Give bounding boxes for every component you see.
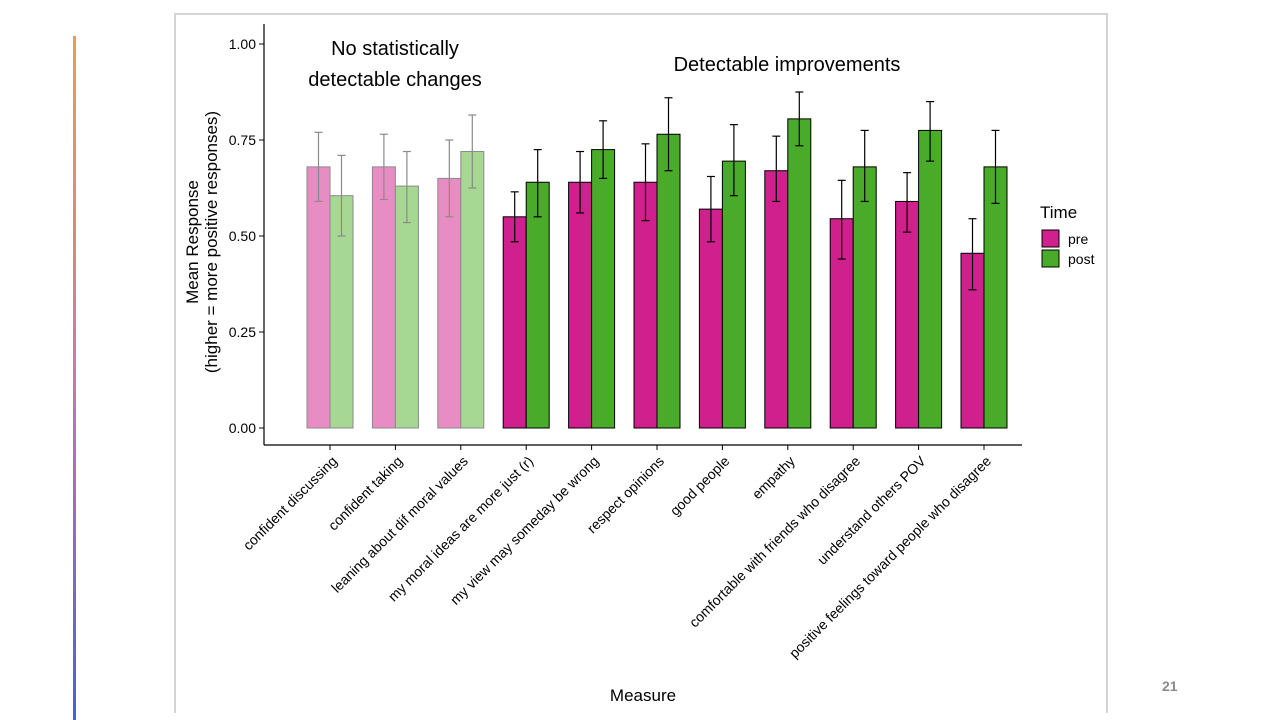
- y-axis-title: Mean Response: [183, 180, 202, 304]
- legend-swatch-post: [1041, 249, 1060, 268]
- legend-title: Time: [1040, 203, 1077, 222]
- y-tick-label: 0.50: [229, 228, 256, 244]
- legend-label-post: post: [1068, 251, 1095, 267]
- accent-line: [73, 36, 76, 720]
- x-tick-label: good people: [667, 453, 733, 519]
- annotation-text: No statistically: [331, 38, 459, 60]
- chart-frame: [174, 13, 1108, 713]
- x-tick-label: leaning about dif moral values: [328, 453, 471, 596]
- bar-post: [591, 149, 616, 429]
- bar-post: [787, 118, 812, 429]
- bar-pre: [764, 170, 789, 429]
- y-tick-label: 0.00: [229, 420, 256, 436]
- bar-pre: [306, 166, 331, 429]
- x-tick-label: empathy: [749, 453, 798, 502]
- bar-post: [983, 166, 1008, 429]
- bar-pre: [568, 181, 593, 429]
- bar-pre: [895, 200, 920, 429]
- bar-post: [460, 151, 485, 429]
- x-tick-label: confident discussing: [240, 453, 340, 553]
- y-tick-label: 0.75: [229, 132, 256, 148]
- bar-post: [656, 133, 681, 429]
- x-tick-label: understand others POV: [814, 452, 929, 567]
- x-axis-title: Measure: [610, 686, 676, 705]
- bar-post: [525, 181, 550, 429]
- legend-label-pre: pre: [1068, 231, 1088, 247]
- bar-pre: [502, 216, 527, 429]
- bar-post: [852, 166, 877, 429]
- y-axis-title: (higher = more positive responses): [202, 111, 221, 373]
- annotation-text: detectable changes: [308, 69, 481, 91]
- page-number: 21: [1162, 678, 1178, 694]
- bar-post: [918, 129, 943, 429]
- legend-swatch-pre: [1041, 229, 1060, 248]
- bar-post: [721, 160, 746, 429]
- y-tick-label: 1.00: [229, 36, 256, 52]
- annotation-text: Detectable improvements: [674, 54, 901, 76]
- y-tick-label: 0.25: [229, 324, 256, 340]
- bar-pre: [371, 166, 396, 429]
